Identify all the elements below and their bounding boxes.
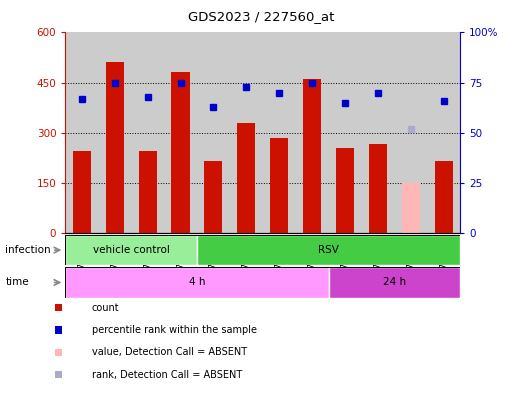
Bar: [263, 32, 295, 233]
Bar: [65, 32, 98, 233]
Bar: [435, 161, 453, 233]
Text: GDS2023 / 227560_at: GDS2023 / 227560_at: [188, 10, 335, 23]
Text: RSV: RSV: [318, 245, 339, 255]
Bar: [98, 32, 131, 233]
Bar: [336, 148, 354, 233]
Bar: [131, 32, 164, 233]
Bar: [172, 72, 190, 233]
Bar: [328, 267, 460, 298]
Bar: [295, 32, 328, 233]
Text: infection: infection: [5, 245, 51, 255]
Text: 4 h: 4 h: [189, 277, 205, 288]
Bar: [237, 123, 255, 233]
Bar: [369, 144, 387, 233]
Bar: [402, 183, 420, 233]
Bar: [427, 32, 460, 233]
Bar: [197, 32, 230, 233]
Bar: [73, 151, 91, 233]
Bar: [270, 138, 288, 233]
Text: vehicle control: vehicle control: [93, 245, 169, 255]
Text: time: time: [5, 277, 29, 288]
Bar: [204, 161, 222, 233]
Text: count: count: [92, 303, 119, 313]
Bar: [361, 32, 394, 233]
Text: rank, Detection Call = ABSENT: rank, Detection Call = ABSENT: [92, 370, 242, 379]
Bar: [65, 235, 197, 265]
Bar: [164, 32, 197, 233]
Text: value, Detection Call = ABSENT: value, Detection Call = ABSENT: [92, 347, 247, 357]
Text: 24 h: 24 h: [383, 277, 406, 288]
Bar: [106, 62, 124, 233]
Bar: [65, 267, 328, 298]
Text: percentile rank within the sample: percentile rank within the sample: [92, 325, 256, 335]
Bar: [197, 235, 460, 265]
Bar: [230, 32, 263, 233]
Bar: [328, 32, 361, 233]
Bar: [139, 151, 157, 233]
Bar: [303, 79, 321, 233]
Bar: [394, 32, 427, 233]
